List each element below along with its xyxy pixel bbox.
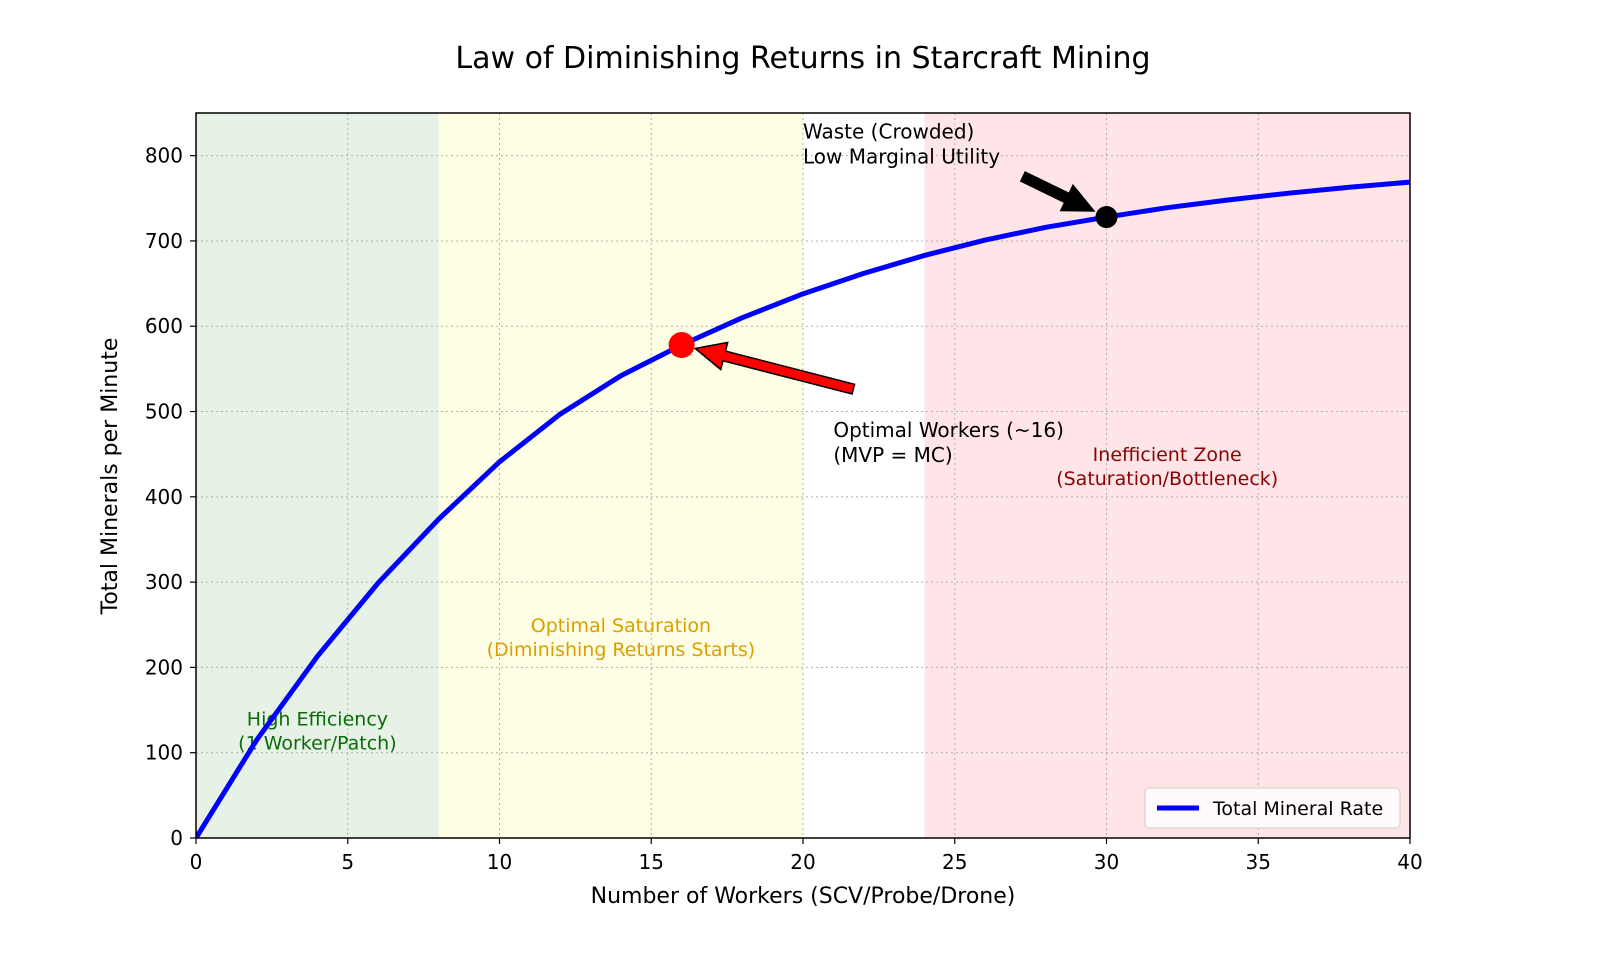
x-tick-label-7: 35 <box>1246 850 1271 874</box>
x-tick-label-1: 5 <box>341 850 354 874</box>
legend: Total Mineral Rate <box>1144 787 1401 829</box>
zone-label-2-line-1: (Saturation/Bottleneck) <box>1056 468 1278 490</box>
zone-label-1-line-0: Optimal Saturation <box>531 615 711 637</box>
y-tick-label-5: 500 <box>145 400 183 424</box>
x-tick-label-5: 25 <box>942 850 967 874</box>
annotation-text-waste-line-1: Low Marginal Utility <box>803 145 1000 169</box>
x-tick-label-6: 30 <box>1094 850 1119 874</box>
x-tick-label-2: 10 <box>487 850 512 874</box>
y-tick-label-7: 700 <box>145 229 183 253</box>
x-axis-label: Number of Workers (SCV/Probe/Drone) <box>591 884 1016 909</box>
x-tick-label-4: 20 <box>790 850 815 874</box>
series-layer <box>196 179 1410 838</box>
y-tick-label-1: 100 <box>145 741 183 765</box>
annotation-arrow-optimal <box>693 341 856 395</box>
y-axis-label: Total Minerals per Minute <box>98 338 123 616</box>
zone-label-2: Inefficient Zone (Saturation/Bottleneck) <box>1056 444 1278 490</box>
x-tick-label-0: 0 <box>190 850 203 874</box>
annotations-layer: Optimal Workers (~16) (MVP = MC) Waste (Cr… <box>668 120 1118 467</box>
series-line-0 <box>196 179 1410 838</box>
ticks-layer: 0 5 10 15 20 25 30 35 40010020030040050060070080… <box>145 144 1423 874</box>
annotation-marker-optimal <box>668 332 695 358</box>
grid-layer <box>196 113 1410 838</box>
annotation-text-optimal: Optimal Workers (~16) (MVP = MC) <box>833 418 1064 467</box>
y-tick-label-4: 400 <box>145 485 183 509</box>
zone-label-1: Optimal Saturation (Diminishing Returns S… <box>487 615 756 661</box>
zone-labels-layer: High Efficiency (1 Worker/Patch) Optimal S… <box>238 444 1278 754</box>
zone-label-2-line-0: Inefficient Zone <box>1093 444 1242 466</box>
x-tick-label-8: 40 <box>1397 850 1422 874</box>
legend-box <box>1144 787 1401 829</box>
legend-label-0: Total Mineral Rate <box>1212 798 1383 820</box>
x-tick-label-3: 15 <box>639 850 664 874</box>
zone-label-0-line-1: (1 Worker/Patch) <box>238 733 396 755</box>
annotation-text-optimal-line-1: (MVP = MC) <box>833 443 952 467</box>
y-tick-label-6: 600 <box>145 314 183 338</box>
annotation-text-waste: Waste (Crowded) Low Marginal Utility <box>803 120 1000 169</box>
annotation-text-waste-line-0: Waste (Crowded) <box>803 120 974 144</box>
y-tick-label-8: 800 <box>145 144 183 168</box>
y-tick-label-0: 0 <box>170 826 183 850</box>
zone-band-1 <box>438 113 803 838</box>
annotation-arrow-waste <box>1019 171 1096 212</box>
zone-label-1-line-1: (Diminishing Returns Starts) <box>487 639 756 661</box>
annotation-text-optimal-line-0: Optimal Workers (~16) <box>833 418 1064 442</box>
zone-label-0: High Efficiency (1 Worker/Patch) <box>238 709 396 755</box>
zone-band-0 <box>196 113 439 838</box>
annotation-marker-waste <box>1095 206 1118 229</box>
y-tick-label-3: 300 <box>145 570 183 594</box>
chart-title: Law of Diminishing Returns in Starcraft … <box>455 41 1150 76</box>
zone-label-0-line-0: High Efficiency <box>247 709 388 731</box>
y-tick-label-2: 200 <box>145 655 183 679</box>
